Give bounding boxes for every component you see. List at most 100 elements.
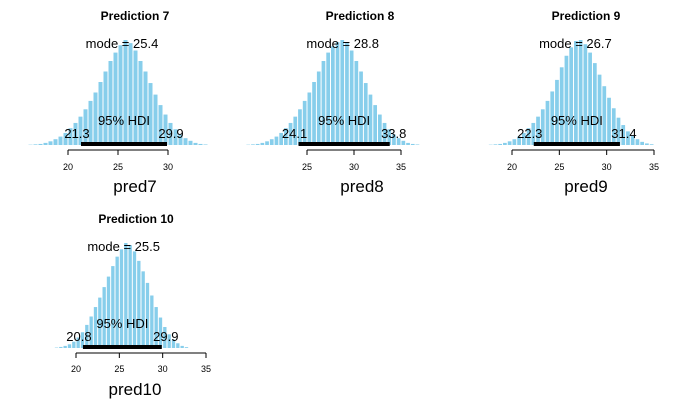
histogram-bar [154, 307, 158, 348]
x-tick-label: 30 [158, 364, 168, 374]
histogram-bar [550, 91, 555, 145]
histogram-bar [645, 143, 649, 145]
hdi-label: 95% HDI [551, 113, 603, 128]
histogram-bar [392, 134, 396, 145]
histogram-bar [574, 41, 578, 145]
histogram-bar [616, 117, 621, 145]
histogram-bar [106, 276, 111, 348]
histogram-bar [569, 47, 574, 145]
x-axis-label: pred7 [113, 177, 156, 196]
x-tick-label: 25 [114, 364, 124, 374]
x-axis-label: pred10 [109, 380, 162, 399]
histogram-bar [108, 61, 113, 145]
histogram-bars [54, 243, 189, 348]
histogram-bar [626, 131, 630, 145]
histogram-bar [111, 266, 115, 348]
histogram-bar [188, 140, 193, 145]
histogram-bar [123, 40, 128, 145]
histogram-bar [340, 40, 345, 145]
histogram-bar [173, 129, 178, 145]
histogram-bar [288, 122, 293, 145]
histogram-bar [359, 71, 363, 145]
histogram-bar [559, 67, 564, 145]
histogram-bar [48, 141, 53, 145]
histogram-bar [363, 83, 368, 145]
histogram-bar [578, 40, 583, 145]
histogram-bar [193, 142, 198, 145]
histogram-bar [316, 71, 321, 145]
histogram-bar [251, 144, 255, 145]
histogram-bar [163, 114, 168, 145]
panel-prediction-8: 25 30 35 Prediction 8 mode = 28.8 95% HDI 24.1… [246, 9, 420, 196]
histogram-bar [132, 251, 137, 348]
histogram-bar [507, 141, 512, 145]
histogram-bar [526, 128, 531, 145]
histogram-bar [98, 82, 103, 145]
x-tick-label: 35 [649, 162, 659, 172]
histogram-bar [145, 282, 150, 348]
histogram-bar [498, 143, 503, 145]
histogram-bar [183, 138, 188, 146]
hdi-low-label: 21.3 [64, 126, 89, 141]
histogram-bar [555, 79, 559, 145]
histogram-bar [279, 132, 283, 146]
histogram-bar [536, 116, 540, 145]
histogram-bar [635, 139, 640, 145]
mode-annotation: mode = 25.4 [86, 36, 159, 51]
histogram-bar [373, 105, 377, 145]
x-tick-label: 25 [302, 162, 312, 172]
histogram-bar [80, 332, 85, 348]
histogram-bar [621, 125, 626, 145]
x-tick-label: 25 [113, 162, 123, 172]
histogram-bar [168, 122, 173, 145]
histogram-bar [293, 116, 298, 145]
histogram-bar [63, 345, 67, 348]
histogram-bars [246, 40, 420, 146]
histogram-bar [368, 94, 373, 145]
histogram-bar [43, 142, 48, 145]
mode-annotation: mode = 26.7 [539, 36, 612, 51]
histogram-bar [401, 140, 406, 145]
histogram-bar [118, 45, 123, 145]
hdi-high-label: 29.9 [153, 329, 178, 344]
histogram-bar [396, 138, 401, 146]
histogram-bar [180, 345, 184, 348]
histogram-bar [143, 71, 148, 145]
hdi-low-label: 22.3 [517, 126, 542, 141]
histogram-bar [53, 139, 58, 145]
histogram-bar [597, 74, 602, 145]
histogram-bar [158, 105, 163, 145]
histogram-bar [93, 92, 98, 145]
histogram-bar [649, 144, 654, 145]
histogram-bar [141, 271, 145, 348]
x-tick-label: 35 [201, 364, 211, 374]
histogram-bar [98, 297, 102, 348]
histogram-bar [345, 43, 349, 145]
histogram-bar [354, 61, 359, 145]
x-tick-label: 25 [554, 162, 564, 172]
histogram-bar [307, 92, 312, 145]
x-tick-label: 20 [71, 364, 81, 374]
histogram-bar [640, 141, 645, 145]
histogram-bar [607, 97, 611, 145]
histogram-bar [73, 122, 78, 145]
histogram-bar [138, 61, 143, 145]
histogram-bar [67, 344, 72, 348]
hdi-high-label: 31.4 [611, 126, 636, 141]
x-tick-label: 30 [163, 162, 173, 172]
histogram-bar [184, 347, 189, 348]
histogram-bar [545, 100, 550, 145]
hdi-label: 95% HDI [98, 113, 150, 128]
histogram-bar [38, 143, 43, 145]
panel-prediction-7: 20 25 30 Prediction 7 mode = 25.4 95% HDI 21.3… [28, 9, 208, 196]
histogram-bar [68, 128, 73, 145]
histogram-bar [517, 136, 521, 145]
histogram-bar [124, 243, 128, 348]
histogram-bar [178, 134, 183, 145]
panel-prediction-10: 20 25 30 35 Prediction 10 mode = 25.5 95% HDI 2… [54, 212, 211, 399]
mode-annotation: mode = 25.5 [87, 239, 160, 254]
hdi-label: 95% HDI [96, 316, 148, 331]
hdi-high-label: 33.8 [381, 126, 406, 141]
histogram-bar [33, 144, 38, 145]
